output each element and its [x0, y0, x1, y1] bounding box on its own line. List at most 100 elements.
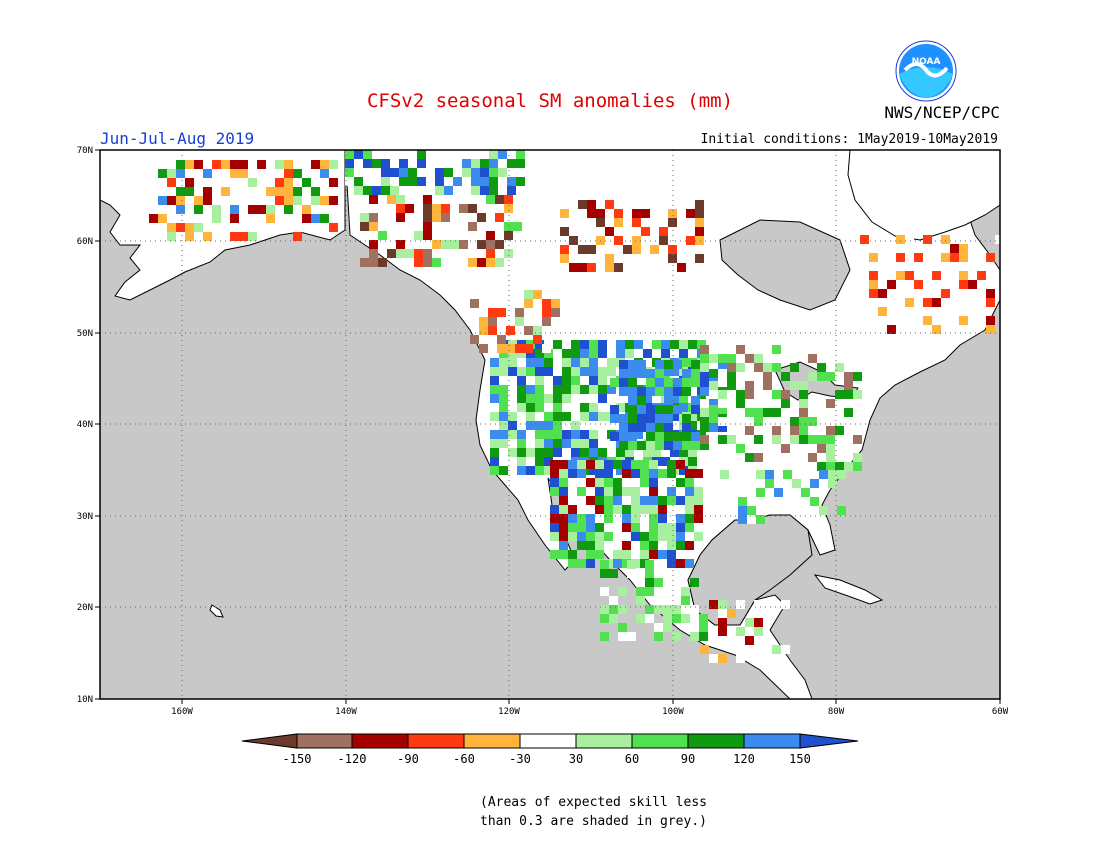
- anomaly-cell: [835, 426, 844, 435]
- anomaly-cell: [896, 235, 905, 244]
- anomaly-cell: [995, 235, 1000, 244]
- anomaly-cell: [596, 218, 605, 227]
- anomaly-cell: [580, 349, 589, 358]
- anomaly-cell: [542, 299, 551, 308]
- anomaly-cell: [479, 317, 488, 326]
- anomaly-cell: [498, 177, 507, 186]
- anomaly-cell: [679, 394, 688, 403]
- anomaly-cell: [658, 523, 667, 532]
- anomaly-cell: [515, 344, 524, 353]
- anomaly-cell: [508, 358, 517, 367]
- anomaly-cell: [499, 349, 508, 358]
- anomaly-cell: [645, 605, 654, 614]
- lat-label-60n: 60N: [77, 237, 93, 247]
- anomaly-cell: [311, 196, 320, 205]
- anomaly-cell: [311, 214, 320, 223]
- anomaly-cell: [524, 344, 533, 353]
- anomaly-cell: [658, 532, 667, 541]
- anomaly-cell: [610, 405, 619, 414]
- greenland-land: [847, 150, 1000, 241]
- anomaly-cell: [631, 469, 640, 478]
- anomaly-cell: [544, 421, 553, 430]
- anomaly-cell: [817, 462, 826, 471]
- anomaly-cell: [808, 372, 817, 381]
- anomaly-cell: [718, 390, 727, 399]
- anomaly-cell: [369, 222, 378, 231]
- anomaly-cell: [490, 448, 499, 457]
- anomaly-cell: [756, 470, 765, 479]
- anomaly-cell: [835, 363, 844, 372]
- anomaly-cell: [754, 381, 763, 390]
- anomaly-cell: [709, 600, 718, 609]
- anomaly-cell: [508, 448, 517, 457]
- lon-label-160w: 160W: [171, 707, 193, 717]
- anomaly-cell: [810, 497, 819, 506]
- anomaly-cell: [661, 457, 670, 466]
- anomaly-cell: [499, 439, 508, 448]
- anomaly-cell: [640, 559, 649, 568]
- anomaly-cell: [595, 487, 604, 496]
- anomaly-cell: [507, 186, 516, 195]
- anomaly-cell: [203, 169, 212, 178]
- anomaly-cell: [673, 441, 682, 450]
- anomaly-cell: [772, 363, 781, 372]
- anomaly-cell: [533, 335, 542, 344]
- anomaly-cell: [587, 209, 596, 218]
- anomaly-cell: [212, 214, 221, 223]
- anomaly-cell: [700, 435, 709, 444]
- anomaly-cell: [977, 271, 986, 280]
- anomaly-cell: [432, 240, 441, 249]
- anomaly-cell: [513, 222, 522, 231]
- anomaly-cell: [835, 417, 844, 426]
- anomaly-cell: [586, 514, 595, 523]
- anomaly-cell: [700, 645, 709, 654]
- anomaly-cell: [497, 299, 506, 308]
- anomaly-cell: [835, 462, 844, 471]
- anomaly-cell: [668, 245, 677, 254]
- anomaly-cell: [727, 363, 736, 372]
- anomaly-cell: [923, 298, 932, 307]
- anomaly-cell: [311, 178, 320, 187]
- anomaly-cell: [736, 444, 745, 453]
- anomaly-cell: [495, 195, 504, 204]
- anomaly-cell: [580, 385, 589, 394]
- anomaly-cell: [691, 360, 700, 369]
- anomaly-cell: [727, 435, 736, 444]
- anomaly-cell: [844, 408, 853, 417]
- anomaly-cell: [378, 231, 387, 240]
- anomaly-cell: [869, 289, 878, 298]
- anomaly-cell: [950, 253, 959, 262]
- anomaly-cell: [670, 448, 679, 457]
- legend-swatch-30-60: [575, 733, 633, 749]
- anomaly-cell: [905, 271, 914, 280]
- anomaly-cell: [781, 390, 790, 399]
- anomaly-cell: [399, 168, 408, 177]
- anomaly-cell: [499, 466, 508, 475]
- anomaly-cell: [535, 376, 544, 385]
- anomaly-cell: [577, 460, 586, 469]
- anomaly-cell: [497, 344, 506, 353]
- anomaly-cell: [695, 236, 704, 245]
- anomaly-cell: [637, 369, 646, 378]
- anomaly-cell: [526, 394, 535, 403]
- legend-tick-label: 120: [733, 752, 755, 766]
- anomaly-cell: [986, 325, 995, 334]
- anomaly-cell: [432, 213, 441, 222]
- anomaly-cell: [167, 196, 176, 205]
- anomaly-cell: [682, 414, 691, 423]
- anomaly-cell: [595, 523, 604, 532]
- anomaly-cell: [709, 654, 718, 663]
- anomaly-cell: [663, 623, 672, 632]
- anomaly-cell: [622, 550, 631, 559]
- anomaly-cell: [691, 441, 700, 450]
- anomaly-cell: [616, 448, 625, 457]
- anomaly-cell: [586, 478, 595, 487]
- anomaly-cell: [632, 236, 641, 245]
- anomaly-cell: [595, 496, 604, 505]
- anomaly-cell: [604, 532, 613, 541]
- anomaly-cell: [655, 387, 664, 396]
- legend-swatch-60-30: [463, 733, 521, 749]
- legend-tick-label: -150: [282, 752, 312, 766]
- anomaly-cell: [550, 505, 559, 514]
- anomaly-cell: [560, 227, 569, 236]
